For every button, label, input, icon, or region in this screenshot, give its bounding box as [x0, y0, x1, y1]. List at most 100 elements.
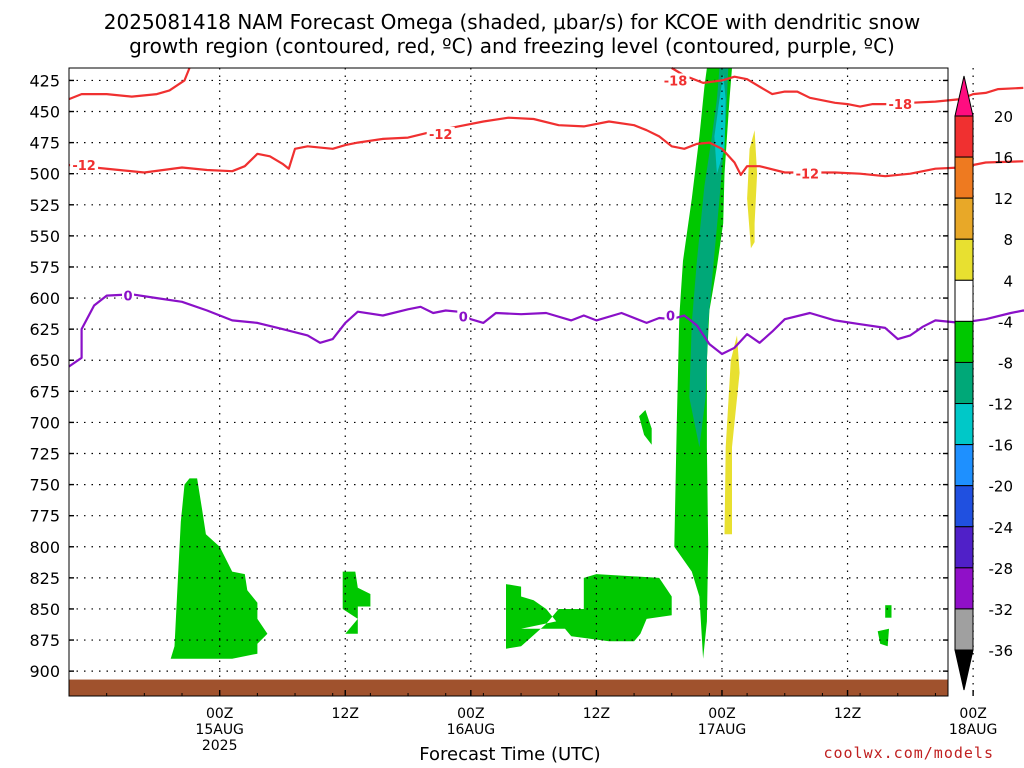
y-tick-label: 725 — [29, 445, 60, 464]
y-tick-label: 875 — [29, 631, 60, 650]
chart-title-line-1: 2025081418 NAM Forecast Omega (shaded, μ… — [103, 10, 921, 34]
contour-label-bg — [664, 308, 677, 323]
colorbar-box — [954, 279, 974, 322]
y-tick-label: 900 — [29, 662, 60, 681]
colorbar-label: -8 — [998, 354, 1013, 372]
axes: 425 450 475 500 525 550 575 600 625 650 675 700 725 7… — [29, 67, 998, 754]
contour-label-bg — [70, 157, 99, 172]
colorbar-label: -36 — [989, 642, 1014, 660]
x-tick-label: 12Z — [583, 706, 610, 722]
y-tick-label: 675 — [29, 382, 60, 401]
contour-label: -18 — [664, 74, 688, 89]
x-tick-label: 12Z — [834, 706, 861, 722]
contours: -18 -18 -12 -12 -12 0 0 0 — [68, 67, 1024, 368]
colorbar-label: -12 — [989, 396, 1014, 414]
contour-label: -18 — [889, 98, 913, 113]
y-tick-label: 575 — [29, 258, 60, 277]
x-tick-label: 15AUG — [195, 722, 244, 738]
contour-label-bg — [661, 73, 690, 88]
terrain — [69, 679, 948, 696]
y-tick-label: 600 — [29, 289, 60, 308]
contour-line — [68, 67, 191, 101]
terrain-strip — [69, 679, 948, 696]
contour-line — [68, 116, 1024, 178]
colorbar-label: 12 — [994, 190, 1013, 208]
credit-text: coolwx.com/models — [823, 744, 994, 762]
colorbar-label: 20 — [994, 108, 1013, 126]
colorbar-label: -4 — [998, 313, 1013, 331]
y-tick-label: 475 — [29, 134, 60, 153]
colorbar-bottom-triangle — [954, 649, 974, 691]
y-tick-label: 800 — [29, 538, 60, 557]
x-tick-label: 17AUG — [698, 722, 747, 738]
contour-label: -12 — [72, 159, 96, 174]
contour-label: 0 — [666, 309, 675, 324]
contour-label-bg — [426, 126, 455, 141]
x-tick-label: 00Z — [959, 706, 986, 722]
omega-region — [170, 478, 268, 659]
colorbar-box — [954, 526, 974, 569]
colorbar-box — [954, 156, 974, 199]
x-axis-label: Forecast Time (UTC) — [419, 744, 601, 765]
omega-region — [877, 628, 889, 647]
x-tick-label: 00Z — [708, 706, 735, 722]
contour-label: -12 — [429, 128, 453, 143]
contour-label: 0 — [459, 311, 468, 326]
colorbar-box — [954, 485, 974, 528]
x-tick-label: 00Z — [457, 706, 484, 722]
y-tick-label: 550 — [29, 227, 60, 246]
omega-region — [747, 130, 758, 249]
omega-region — [724, 335, 740, 535]
contour-label-bg — [886, 97, 915, 112]
colorbar-label: -32 — [989, 601, 1014, 619]
colorbar-box — [954, 197, 974, 240]
contour-label: -12 — [796, 168, 820, 183]
y-tick-label: 700 — [29, 413, 60, 432]
colorbar-box — [954, 608, 974, 651]
omega-region — [639, 410, 652, 445]
x-tick-label: 18AUG — [949, 722, 998, 738]
y-tick-label: 775 — [29, 507, 60, 526]
colorbar-label: -24 — [989, 519, 1014, 537]
colorbar-box — [954, 361, 974, 405]
contour-label-bg — [122, 288, 135, 303]
y-tick-label: 825 — [29, 569, 60, 588]
colorbar: 20 16 12 8 4 -4 -8 -12 -16 -20 -24 -28 -32 -36 — [954, 75, 1014, 691]
y-tick-label: 625 — [29, 320, 60, 339]
x-tick-label: 12Z — [332, 706, 359, 722]
contour-label-bg — [457, 309, 470, 324]
contour-label: 0 — [123, 290, 132, 305]
omega-region — [885, 605, 892, 618]
colorbar-box — [954, 403, 974, 446]
plot-frame — [68, 67, 949, 697]
y-tick-label: 425 — [29, 71, 60, 90]
y-tick-label: 450 — [29, 103, 60, 122]
y-tick-label: 750 — [29, 476, 60, 495]
y-tick-label: 525 — [29, 196, 60, 215]
colorbar-label: -16 — [989, 437, 1014, 455]
omega-region — [506, 574, 672, 649]
colorbar-label: 4 — [1003, 272, 1013, 290]
x-tick-label: 2025 — [202, 738, 238, 754]
contour-line — [68, 293, 1024, 368]
colorbar-label: -28 — [989, 560, 1014, 578]
colorbar-label: 16 — [994, 149, 1013, 167]
y-tick-label: 650 — [29, 351, 60, 370]
colorbar-label: 8 — [1003, 231, 1013, 249]
y-tick-label: 500 — [29, 165, 60, 184]
colorbar-label: -20 — [989, 478, 1014, 496]
colorbar-box — [954, 320, 974, 363]
colorbar-box — [954, 238, 974, 281]
x-tick-label: 16AUG — [447, 722, 496, 738]
y-tick-label: 850 — [29, 600, 60, 619]
omega-shading — [170, 68, 892, 659]
x-tick-label: 00Z — [206, 706, 233, 722]
contour-label-bg — [793, 166, 822, 181]
colorbar-box — [954, 444, 974, 487]
omega-region — [342, 571, 371, 634]
colorbar-box — [954, 115, 974, 158]
chart-title-line-2: growth region (contoured, red, ºC) and f… — [129, 34, 895, 58]
colorbar-box — [954, 567, 974, 610]
